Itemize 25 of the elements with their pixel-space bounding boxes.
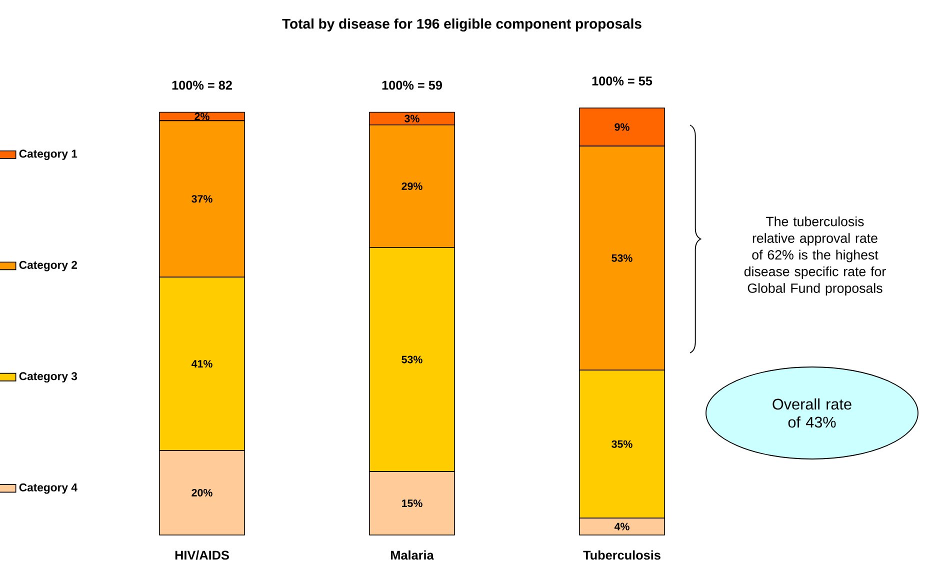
x-tick-label: Malaria <box>391 550 434 560</box>
data-label: 15% <box>402 500 422 508</box>
chart-title: Total by disease for 196 eligible component proposals <box>282 18 642 32</box>
x-tick-label: Tuberculosis <box>583 550 660 560</box>
data-label: 2% <box>194 112 210 120</box>
data-label: 37% <box>192 195 212 203</box>
data-label: 53% <box>402 356 422 364</box>
data-label: 20% <box>192 488 212 496</box>
data-label: 35% <box>612 440 632 448</box>
text: The tuberculosis relative approval rate of 62% is the highest disease specific rate for Global Fund proposals <box>744 216 886 296</box>
data-label: 53% <box>612 254 632 262</box>
data-label: 9% <box>614 123 630 131</box>
data-label: 4% <box>614 522 630 530</box>
legend-label: Category 1 <box>19 150 78 160</box>
x-tick-label: HIV/AIDS <box>175 550 229 560</box>
total-label: 100% = 82 <box>172 80 232 90</box>
text: Overall rate of 43% <box>772 398 852 428</box>
legend-label: Category 2 <box>19 260 77 272</box>
data-label: 29% <box>402 182 422 190</box>
data-label: 3% <box>404 114 420 122</box>
legend-label: Category 4 <box>19 483 78 494</box>
total-label: 100% = 59 <box>382 80 442 90</box>
legend-label: Category 3 <box>19 372 78 382</box>
data-label: 41% <box>191 360 212 368</box>
total-label: 100% = 55 <box>592 76 652 86</box>
